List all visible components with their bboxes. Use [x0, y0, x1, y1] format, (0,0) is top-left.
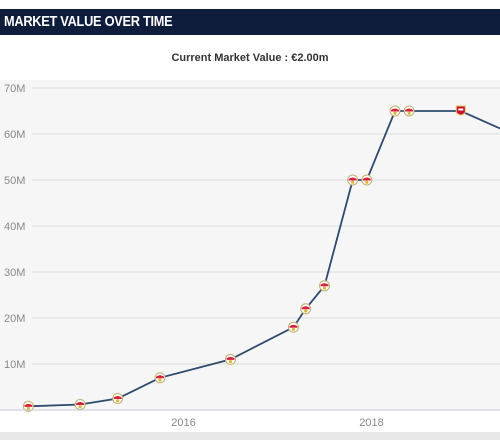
data-point-red-bull-crest-icon[interactable] [74, 398, 86, 410]
x-tick-label: 2018 [359, 417, 383, 429]
plot-background [0, 80, 500, 410]
y-tick-label: 40M [4, 221, 25, 233]
data-point-red-bull-crest-icon[interactable] [154, 372, 166, 384]
data-point-red-bull-crest-icon[interactable] [347, 174, 359, 186]
y-tick-label: 60M [4, 129, 25, 141]
data-point-red-bull-crest-icon[interactable] [287, 321, 299, 333]
data-point-red-bull-crest-icon[interactable] [225, 353, 236, 365]
data-point-red-bull-crest-icon[interactable] [112, 393, 124, 404]
data-point-red-bull-crest-icon[interactable] [22, 400, 34, 412]
data-point-liverpool-crest-icon[interactable] [455, 105, 466, 116]
y-tick-label: 30M [4, 267, 25, 279]
section-header: MARKET VALUE OVER TIME [0, 9, 500, 35]
axis-labels: 10M20M30M40M50M60M70M2016201820202022202… [4, 83, 384, 429]
section-title: MARKET VALUE OVER TIME [4, 13, 173, 30]
bottom-strip [0, 432, 500, 440]
current-market-value: Current Market Value : €2.00m [171, 52, 329, 64]
y-tick-label: 70M [4, 83, 25, 95]
grid-lines [32, 87, 500, 365]
data-point-red-bull-crest-icon[interactable] [389, 105, 401, 117]
y-tick-label: 10M [4, 359, 25, 371]
data-point-red-bull-crest-icon[interactable] [319, 280, 330, 292]
x-tick-label: 2016 [171, 417, 195, 429]
data-point-red-bull-crest-icon[interactable] [403, 105, 415, 117]
data-point-red-bull-crest-icon[interactable] [361, 174, 373, 186]
y-tick-label: 20M [4, 313, 25, 325]
data-point-red-bull-crest-icon[interactable] [300, 303, 312, 315]
data-point-markers [22, 105, 466, 412]
y-tick-label: 50M [4, 175, 25, 187]
